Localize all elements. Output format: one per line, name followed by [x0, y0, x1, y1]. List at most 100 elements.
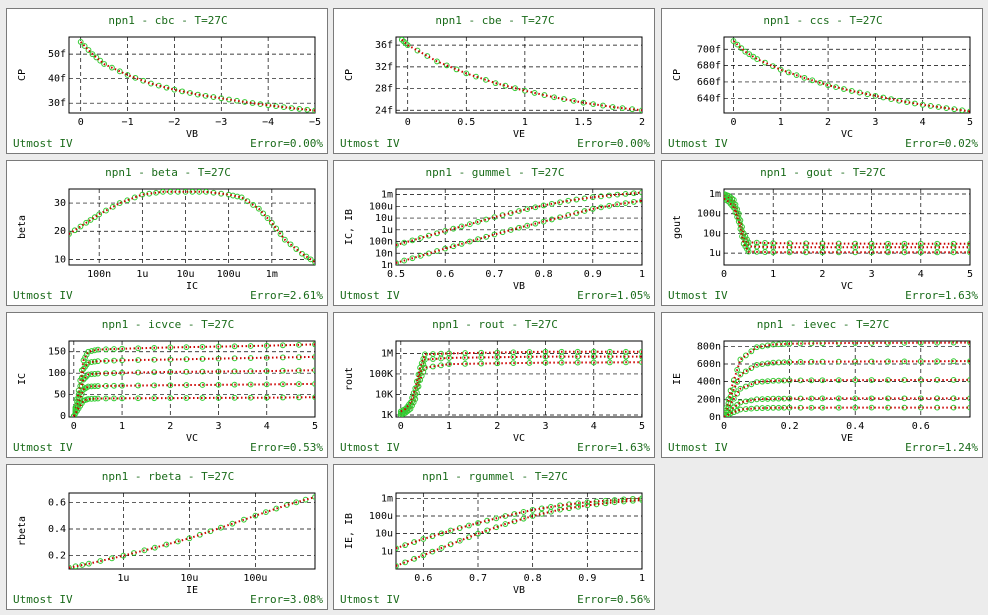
measured-point: [590, 101, 597, 108]
chart-cbc: npn1 - cbc - T=27C 0 −1 −2 −3 −4 −5 30f 40f 50f VB…: [13, 14, 323, 150]
x-tick-label: 1u: [136, 269, 148, 280]
measured-point: [463, 70, 470, 77]
chart-panel-ccs[interactable]: npn1 - ccs - T=27C 0 1 2 3 4 5 640f 660f 680f 700f…: [661, 8, 983, 154]
y-tick-label: 700f: [697, 44, 721, 55]
y-tick-label: 28f: [375, 84, 393, 95]
chart-panel-ievec[interactable]: npn1 - ievec - T=27C 0 0.2 0.4 0.6 0n 200n 400n…: [661, 312, 983, 458]
y-tick-label: 1m: [709, 189, 721, 200]
simulated-curve: [724, 195, 970, 249]
chart-panel-cbe[interactable]: npn1 - cbe - T=27C 0 0.5 1 1.5 2 24f 28f 32f 36f V…: [333, 8, 655, 154]
measured-point: [808, 395, 815, 402]
y-tick-label: 24f: [375, 105, 393, 116]
measured-point: [524, 222, 531, 229]
measured-point: [430, 351, 436, 357]
measured-point: [85, 371, 92, 378]
y-tick-label: 1u: [709, 248, 721, 259]
measured-point: [103, 207, 109, 214]
measured-point: [639, 495, 642, 502]
chart-panel-gout[interactable]: npn1 - gout - T=27C 0 1 2 3 4 5 1u 10u 100u 1m VC go…: [661, 160, 983, 306]
x-tick-label: 1: [446, 421, 452, 432]
measured-point: [231, 394, 238, 401]
measured-point: [835, 404, 842, 411]
measured-point: [438, 350, 444, 357]
measured-point: [934, 358, 941, 365]
measured-point: [85, 47, 92, 53]
error-readout: Error=0.00%: [577, 137, 650, 150]
x-axis-label: VC: [841, 129, 853, 140]
measured-point: [287, 241, 294, 248]
y-tick-label: 1K: [381, 410, 393, 421]
measured-point: [466, 221, 473, 228]
measured-point: [83, 351, 90, 358]
chart-rgummel: npn1 - rgummel - T=27C 0.6 0.7 0.8 0.9 1 1u 10u…: [340, 470, 650, 606]
measured-point: [630, 190, 637, 197]
chart-panel-rout[interactable]: npn1 - rout - T=27C 0 1 2 3 4 5 1K 10K 100K 1M VC ro…: [333, 312, 655, 458]
measured-point: [764, 405, 771, 411]
measured-point: [868, 395, 875, 402]
measured-point: [151, 382, 158, 389]
simulated-curve: [396, 497, 642, 550]
x-tick-label: 0.7: [469, 573, 487, 584]
x-tick-label: −3: [215, 117, 227, 128]
x-axis-label: VC: [841, 281, 853, 292]
measured-point: [885, 358, 891, 365]
x-tick-label: 3: [869, 269, 875, 280]
measured-point: [950, 358, 957, 365]
chart-panel-rgummel[interactable]: npn1 - rgummel - T=27C 0.6 0.7 0.8 0.9 1 1u 10u…: [333, 464, 655, 610]
measured-point: [574, 348, 581, 355]
chart-panel-gummel[interactable]: npn1 - gummel - T=27C 0.5 0.6 0.7 0.8 0.9 1 1n 1…: [333, 160, 655, 306]
measured-point: [764, 396, 771, 402]
y-tick-label: 100: [48, 368, 66, 379]
measured-point: [639, 107, 642, 113]
x-tick-label: 1u: [117, 573, 129, 584]
measured-point: [116, 68, 123, 75]
measured-point: [231, 343, 238, 350]
chart-title: npn1 - cbc - T=27C: [108, 14, 227, 27]
measured-point: [482, 76, 489, 83]
x-tick-label: 5: [967, 269, 973, 280]
error-readout: Error=1.63%: [577, 441, 650, 454]
chart-panel-icvce[interactable]: npn1 - icvce - T=27C 0 1 2 3 4 5 0 50 100 150 VC IC U…: [6, 312, 328, 458]
measured-point: [80, 357, 87, 364]
measured-point: [748, 405, 755, 412]
error-readout: Error=0.53%: [250, 441, 323, 454]
y-tick-label: 32f: [375, 62, 393, 73]
measured-point: [532, 204, 539, 211]
chart-panel-beta[interactable]: npn1 - beta - T=27C 100n 1u 10u 100u 1m 10 20 30…: [6, 160, 328, 306]
measured-point: [119, 395, 125, 402]
measured-point: [183, 395, 190, 401]
x-axis-label: VB: [513, 585, 525, 596]
y-axis-label: rout: [344, 367, 355, 391]
y-tick-label: 10K: [375, 389, 393, 400]
y-tick-label: 1m: [381, 190, 393, 201]
y-tick-label: 0.6: [48, 497, 66, 508]
y-tick-label: 400n: [697, 377, 721, 388]
measured-point: [770, 249, 777, 256]
measured-point: [111, 346, 117, 352]
measured-point: [89, 51, 96, 58]
measured-point: [119, 345, 125, 352]
measured-point: [639, 359, 642, 366]
measured-point: [87, 217, 94, 223]
x-tick-label: 4: [920, 117, 926, 128]
x-tick-label: 1: [639, 269, 645, 280]
measured-point: [247, 343, 254, 349]
simulated-curve: [396, 499, 642, 567]
measured-point: [730, 38, 737, 44]
chart-panel-cbc[interactable]: npn1 - cbc - T=27C 0 −1 −2 −3 −4 −5 30f 40f 50f VB…: [6, 8, 328, 154]
measured-point: [183, 382, 190, 388]
measured-point: [852, 395, 859, 402]
measured-point: [575, 500, 582, 507]
measured-point: [558, 353, 565, 360]
measured-point: [808, 377, 815, 384]
measured-point: [547, 508, 554, 515]
measured-point: [917, 341, 924, 346]
measured-point: [619, 105, 626, 112]
measured-point: [730, 395, 737, 402]
chart-title: npn1 - ccs - T=27C: [763, 14, 882, 27]
measured-point: [417, 235, 424, 241]
chart-panel-rbeta[interactable]: npn1 - rbeta - T=27C 1u 10u 100u 0.2 0.4 0.6 IE…: [6, 464, 328, 610]
measured-point: [520, 509, 527, 515]
measured-point: [91, 347, 98, 354]
measured-point: [151, 395, 158, 402]
